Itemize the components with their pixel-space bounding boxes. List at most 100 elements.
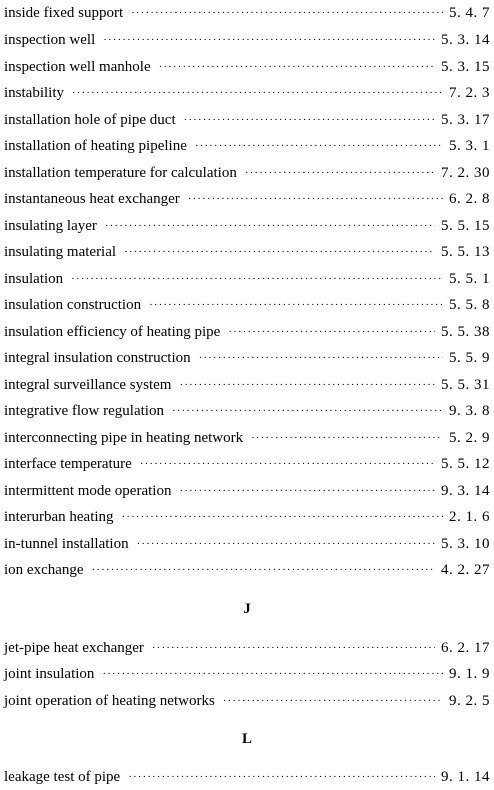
clause-reference: 5. 5. 1 — [449, 271, 490, 287]
dot-leader: ········································… — [102, 668, 443, 680]
index-term: intermittent mode operation — [4, 483, 172, 499]
index-entry: jet-pipe heat exchanger ·················… — [4, 635, 490, 657]
index-term: installation of heating pipeline — [4, 138, 187, 154]
index-term: insulating layer — [4, 218, 97, 234]
index-term: integral insulation construction — [4, 350, 191, 366]
index-term: inspection well manhole — [4, 59, 151, 75]
index-term: integral surveillance system — [4, 377, 172, 393]
dot-leader: ········································… — [187, 193, 443, 205]
index-entry: joint operation of heating networks ·····… — [4, 688, 490, 710]
clause-reference: 5. 5. 8 — [449, 297, 490, 313]
clause-reference: 9. 1. 9 — [449, 666, 490, 682]
clause-reference: 7. 2. 30 — [441, 165, 490, 181]
index-term: instantaneous heat exchanger — [4, 191, 180, 207]
dot-leader: ········································… — [183, 114, 435, 126]
index-entry: installation of heating pipeline ········… — [4, 133, 490, 155]
index-entry: in-tunnel installation ··················… — [4, 531, 490, 553]
dot-leader: ········································… — [103, 34, 435, 46]
dot-leader: ········································… — [194, 140, 443, 152]
dot-leader: ········································… — [171, 405, 443, 417]
index-term: insulation — [4, 271, 64, 287]
index-term: installation temperature for calculation — [4, 165, 237, 181]
clause-reference: 7. 2. 3 — [449, 85, 490, 101]
dot-leader: ········································… — [104, 220, 435, 232]
index-entry: instability ·····························… — [4, 80, 490, 102]
clause-reference: 5. 3. 14 — [441, 32, 490, 48]
clause-reference: 5. 5. 12 — [441, 456, 490, 472]
section-heading-j: J — [243, 601, 251, 617]
index-term: insulation construction — [4, 297, 142, 313]
clause-reference: 4. 2. 27 — [441, 562, 490, 578]
clause-reference: 5. 3. 17 — [441, 112, 490, 128]
dot-leader: ········································… — [71, 273, 443, 285]
dot-leader: ········································… — [151, 642, 435, 654]
dot-leader: ········································… — [179, 485, 435, 497]
index-entry: integral surveillance system ············… — [4, 372, 490, 394]
clause-reference: 9. 1. 14 — [441, 769, 490, 785]
index-entry: interconnecting pipe in heating network ·… — [4, 425, 490, 447]
index-term: in-tunnel installation — [4, 536, 129, 552]
index-entry: joint insulation ························… — [4, 661, 490, 683]
index-term: inspection well — [4, 32, 96, 48]
index-entry: intermittent mode operation ·············… — [4, 478, 490, 500]
clause-reference: 9. 3. 14 — [441, 483, 490, 499]
index-entry: integral insulation construction ········… — [4, 345, 490, 367]
index-entry: insulating material ·····················… — [4, 239, 490, 261]
index-entry: inspection well ·························… — [4, 27, 490, 49]
dot-leader: ········································… — [244, 167, 435, 179]
index-entry: installation temperature for calculation… — [4, 160, 490, 182]
clause-reference: 5. 3. 15 — [441, 59, 490, 75]
index-entry: insulation efficiency of heating pipe ···… — [4, 319, 490, 341]
index-entry: interurban heating ······················… — [4, 504, 490, 526]
index-term: installation hole of pipe duct — [4, 112, 176, 128]
clause-reference: 5. 5. 31 — [441, 377, 490, 393]
clause-reference: 5. 4. 7 — [449, 5, 490, 21]
index-entry: insulating layer ························… — [4, 213, 490, 235]
index-term: insulating material — [4, 244, 117, 260]
dot-leader: ········································… — [158, 61, 435, 73]
index-entry: insulation ······························… — [4, 266, 490, 288]
dot-leader: ········································… — [139, 458, 435, 470]
index-term: leakage test of pipe — [4, 769, 121, 785]
dot-leader: ········································… — [128, 771, 435, 783]
index-term: joint operation of heating networks — [4, 693, 215, 709]
dot-leader: ········································… — [136, 538, 435, 550]
clause-reference: 9. 2. 5 — [449, 693, 490, 709]
dot-leader: ········································… — [121, 511, 443, 523]
clause-reference: 5. 5. 38 — [441, 324, 490, 340]
index-entry: ion exchange ····························… — [4, 557, 490, 579]
clause-reference: 5. 2. 9 — [449, 430, 490, 446]
clause-reference: 5. 5. 9 — [449, 350, 490, 366]
index-entry: installation hole of pipe duct ··········… — [4, 107, 490, 129]
dot-leader: ········································… — [91, 564, 435, 576]
index-entry: inside fixed support ····················… — [4, 0, 490, 22]
dot-leader: ········································… — [251, 432, 443, 444]
index-entry: instantaneous heat exchanger ············… — [4, 186, 490, 208]
index-term: jet-pipe heat exchanger — [4, 640, 144, 656]
index-term: joint insulation — [4, 666, 95, 682]
section-heading-l: L — [241, 731, 252, 747]
clause-reference: 5. 5. 13 — [441, 244, 490, 260]
clause-reference: 2. 1. 6 — [449, 509, 490, 525]
clause-reference: 5. 3. 10 — [441, 536, 490, 552]
clause-reference: 9. 3. 8 — [449, 403, 490, 419]
index-term: inside fixed support — [4, 5, 124, 21]
index-entry: inspection well manhole ·················… — [4, 54, 490, 76]
clause-reference: 5. 5. 15 — [441, 218, 490, 234]
clause-reference: 5. 3. 1 — [449, 138, 490, 154]
clause-reference: 6. 2. 8 — [449, 191, 490, 207]
index-entry: insulation construction ·················… — [4, 292, 490, 314]
dot-leader: ········································… — [72, 87, 443, 99]
index-term: interconnecting pipe in heating network — [4, 430, 244, 446]
index-term: integrative flow regulation — [4, 403, 164, 419]
dot-leader: ········································… — [131, 7, 443, 19]
index-entry: interface temperature ···················… — [4, 451, 490, 473]
dot-leader: ········································… — [124, 246, 435, 258]
dot-leader: ········································… — [222, 695, 443, 707]
index-term: instability — [4, 85, 64, 101]
index-entry: leakage test of pipe ····················… — [4, 764, 490, 786]
index-term: interface temperature — [4, 456, 132, 472]
dot-leader: ········································… — [149, 299, 443, 311]
dot-leader: ········································… — [198, 352, 443, 364]
